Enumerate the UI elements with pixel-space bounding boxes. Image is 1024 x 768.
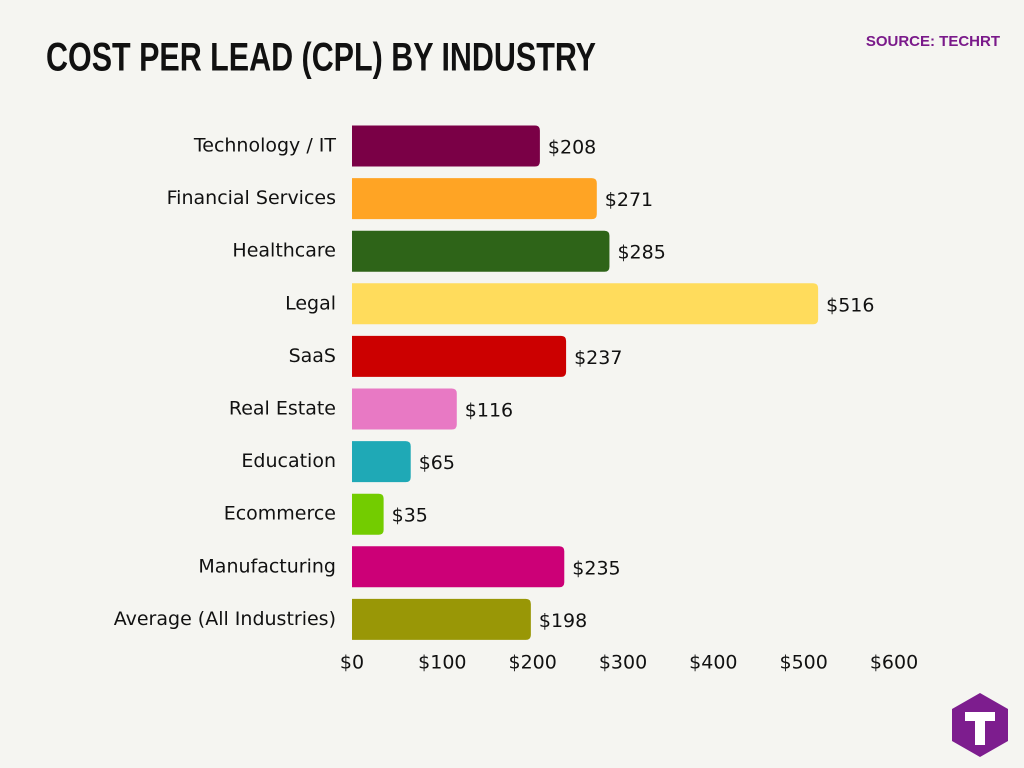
y-tick-label: Healthcare (232, 240, 336, 262)
source: SOURCE: TECHRT (866, 33, 1000, 50)
y-tick-label: Technology / IT (193, 135, 337, 157)
x-tick-label: $300 (599, 652, 647, 674)
value-label: $35 (392, 505, 428, 527)
y-tick-label: Average (All Industries) (114, 608, 336, 630)
bar (352, 441, 411, 483)
value-label: $198 (539, 610, 587, 632)
y-tick-label: Education (241, 450, 336, 472)
bar (352, 230, 610, 272)
bar (352, 493, 384, 535)
x-tick-label: $0 (340, 652, 364, 674)
bar (352, 125, 540, 167)
bar (352, 283, 819, 325)
y-tick-label: Real Estate (229, 398, 336, 420)
x-tick-label: $100 (418, 652, 466, 674)
chart-title: COST PER LEAD (CPL) BY INDUSTRY (46, 36, 596, 80)
y-tick-label: SaaS (289, 345, 336, 367)
bar (352, 178, 597, 220)
value-label: $237 (574, 347, 622, 369)
y-tick-label: Manufacturing (198, 555, 336, 577)
value-label: $208 (548, 137, 596, 159)
y-tick-label: Financial Services (167, 187, 336, 209)
value-label: $235 (572, 557, 620, 579)
y-tick-label: Legal (285, 292, 336, 314)
x-tick-label: $500 (779, 652, 827, 674)
logo (952, 693, 1008, 757)
bar (352, 388, 457, 430)
value-label: $516 (826, 294, 874, 316)
logo-letter (965, 712, 995, 745)
value-label: $271 (605, 189, 653, 211)
value-label: $285 (617, 242, 665, 264)
x-tick-label: $200 (508, 652, 556, 674)
x-tick-label: $400 (689, 652, 737, 674)
bar (352, 598, 531, 640)
x-tick-label: $600 (870, 652, 918, 674)
value-label: $116 (465, 400, 513, 422)
y-tick-label: Ecommerce (224, 503, 336, 525)
bar (352, 546, 565, 588)
value-label: $65 (419, 452, 455, 474)
bar (352, 335, 567, 377)
